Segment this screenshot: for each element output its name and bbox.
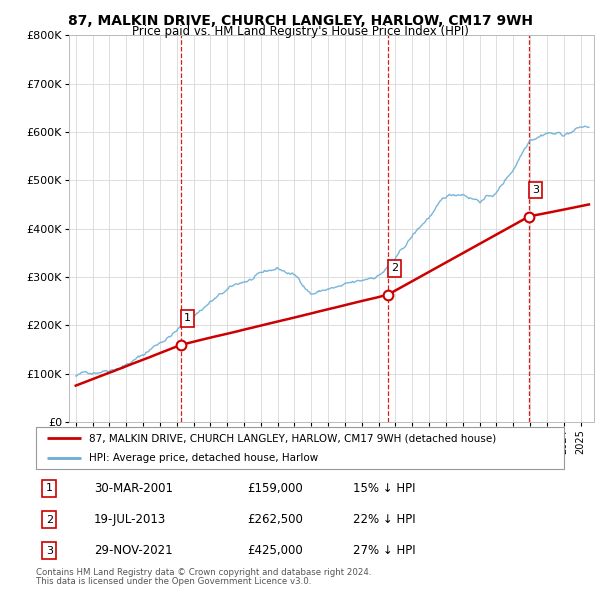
Text: 2: 2 bbox=[46, 514, 53, 525]
Text: 1: 1 bbox=[46, 483, 53, 493]
Text: 87, MALKIN DRIVE, CHURCH LANGLEY, HARLOW, CM17 9WH (detached house): 87, MALKIN DRIVE, CHURCH LANGLEY, HARLOW… bbox=[89, 433, 496, 443]
Text: £425,000: £425,000 bbox=[247, 544, 303, 557]
Text: £159,000: £159,000 bbox=[247, 482, 303, 495]
Text: 19-JUL-2013: 19-JUL-2013 bbox=[94, 513, 166, 526]
Text: 30-MAR-2001: 30-MAR-2001 bbox=[94, 482, 173, 495]
Text: 3: 3 bbox=[46, 546, 53, 556]
Text: 87, MALKIN DRIVE, CHURCH LANGLEY, HARLOW, CM17 9WH: 87, MALKIN DRIVE, CHURCH LANGLEY, HARLOW… bbox=[67, 14, 533, 28]
Text: Contains HM Land Registry data © Crown copyright and database right 2024.: Contains HM Land Registry data © Crown c… bbox=[36, 568, 371, 576]
FancyBboxPatch shape bbox=[36, 427, 564, 469]
Text: 1: 1 bbox=[184, 313, 191, 323]
Text: £262,500: £262,500 bbox=[247, 513, 303, 526]
Text: 27% ↓ HPI: 27% ↓ HPI bbox=[353, 544, 415, 557]
Text: 29-NOV-2021: 29-NOV-2021 bbox=[94, 544, 173, 557]
Text: This data is licensed under the Open Government Licence v3.0.: This data is licensed under the Open Gov… bbox=[36, 577, 311, 586]
Text: 15% ↓ HPI: 15% ↓ HPI bbox=[353, 482, 415, 495]
Text: HPI: Average price, detached house, Harlow: HPI: Average price, detached house, Harl… bbox=[89, 453, 318, 463]
Text: 2: 2 bbox=[391, 264, 398, 274]
Text: 22% ↓ HPI: 22% ↓ HPI bbox=[353, 513, 415, 526]
Text: Price paid vs. HM Land Registry's House Price Index (HPI): Price paid vs. HM Land Registry's House … bbox=[131, 25, 469, 38]
Text: 3: 3 bbox=[532, 185, 539, 195]
